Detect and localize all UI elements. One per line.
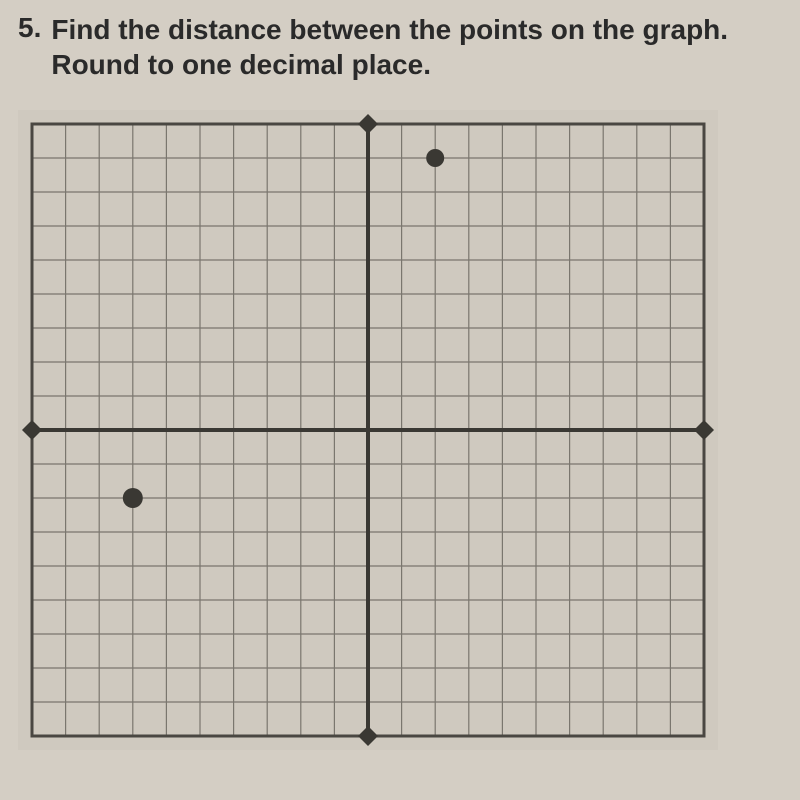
question-row: 5. Find the distance between the points … [18, 12, 782, 82]
question-line2: Round to one decimal place. [51, 49, 431, 80]
graph-container [18, 110, 782, 750]
question-text: Find the distance between the points on … [51, 12, 728, 82]
question-number: 5. [18, 12, 41, 44]
question-line1: Find the distance between the points on … [51, 14, 728, 45]
coordinate-graph [18, 110, 718, 750]
